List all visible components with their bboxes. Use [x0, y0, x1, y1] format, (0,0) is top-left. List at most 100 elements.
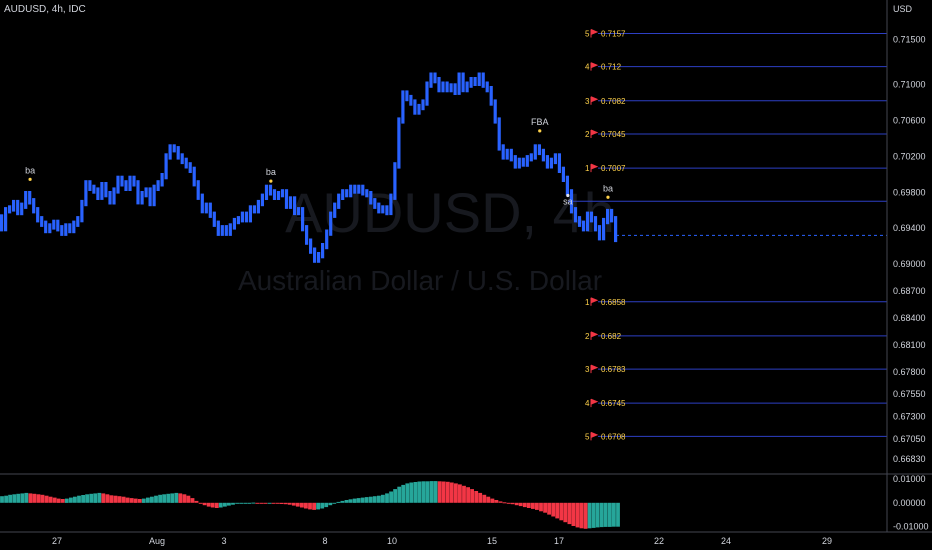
- level-number: 1: [585, 298, 590, 307]
- price-bar: [140, 191, 144, 205]
- histogram-bar: [24, 492, 29, 503]
- histogram-bar: [60, 499, 65, 503]
- level-price-label: 0.6708: [601, 432, 626, 441]
- price-bar: [60, 225, 64, 236]
- price-bar: [252, 205, 256, 214]
- signal-dot: [269, 179, 273, 183]
- histogram-bar: [117, 496, 122, 503]
- histogram-bar: [385, 493, 389, 503]
- histogram-bar: [300, 502, 304, 508]
- price-bar: [112, 187, 116, 205]
- price-bars: [0, 72, 618, 263]
- histogram-bar: [64, 498, 69, 503]
- histogram-bar: [89, 493, 94, 503]
- time-tick-label: 22: [654, 536, 664, 546]
- histogram-bar: [547, 502, 551, 515]
- price-bar: [385, 205, 389, 216]
- price-bar: [20, 202, 24, 216]
- price-bar: [581, 220, 586, 232]
- price-bar: [0, 214, 4, 232]
- price-bar: [240, 211, 244, 223]
- price-bar: [128, 175, 132, 191]
- level-number: 4: [585, 399, 590, 408]
- price-bar: [172, 144, 176, 153]
- level-number: 2: [585, 332, 590, 341]
- histogram-bar: [77, 495, 81, 503]
- histogram-bar: [198, 502, 203, 504]
- histogram-bar: [340, 500, 345, 503]
- oscillator-tick-label: 0.01000: [893, 474, 926, 484]
- time-tick-label: 15: [487, 536, 497, 546]
- price-bar: [325, 229, 329, 250]
- histogram-bar: [506, 502, 511, 504]
- price-bar: [565, 175, 569, 196]
- price-bar: [196, 180, 200, 200]
- histogram-bar: [454, 483, 458, 503]
- histogram-bar: [336, 501, 341, 503]
- histogram-bar: [4, 495, 8, 503]
- price-bar: [365, 189, 369, 198]
- histogram-bar: [494, 500, 499, 503]
- price-bar: [397, 117, 401, 169]
- histogram-bar: [522, 502, 527, 508]
- level-price-label: 0.7082: [601, 97, 626, 106]
- oscillator-axis: 0.01000 0.00000 -0.01000: [893, 474, 929, 531]
- price-bar: [477, 72, 481, 86]
- histogram-bar: [425, 481, 430, 503]
- symbol-title[interactable]: AUDUSD, 4h, IDC: [4, 4, 86, 15]
- histogram-bar: [247, 502, 252, 504]
- histogram-bar: [466, 487, 470, 503]
- level-number: 5: [585, 432, 590, 441]
- histogram-bar: [514, 502, 519, 506]
- histogram-bar: [218, 502, 223, 508]
- price-bar: [537, 144, 541, 156]
- signal-label: ba: [603, 183, 613, 193]
- histogram-bar: [287, 502, 292, 505]
- price-bar: [606, 208, 610, 225]
- time-tick-label: 29: [822, 536, 832, 546]
- histogram-bar: [133, 498, 138, 503]
- histogram-bar: [182, 494, 187, 503]
- price-bar: [493, 99, 497, 124]
- price-bar: [501, 144, 505, 160]
- price-bar: [228, 223, 232, 236]
- price-bar: [156, 180, 160, 191]
- flag-icon: [590, 96, 599, 105]
- histogram-bar: [372, 496, 377, 503]
- symbol-watermark: AUDUSD, 4h Australian Dollar / U.S. Doll…: [238, 181, 615, 296]
- price-bar: [369, 191, 373, 205]
- price-bar: [208, 202, 212, 218]
- signal-dot: [606, 195, 610, 199]
- price-bar: [421, 99, 425, 111]
- price-bar: [333, 202, 337, 218]
- price-bar: [284, 189, 289, 209]
- histogram-bar: [308, 502, 312, 510]
- price-bar: [268, 184, 273, 196]
- histogram-bar: [462, 485, 466, 503]
- histogram-bar: [275, 502, 280, 504]
- price-bar: [557, 153, 561, 173]
- flag-icon: [590, 297, 599, 306]
- price-bar: [602, 217, 606, 241]
- histogram-bar: [518, 502, 523, 507]
- price-bar: [104, 182, 108, 198]
- price-bar: [244, 211, 248, 223]
- price-bar: [593, 216, 598, 232]
- histogram-bar: [190, 498, 195, 503]
- histogram-bar: [389, 491, 393, 503]
- histogram-bar: [105, 494, 110, 503]
- price-bar: [168, 144, 172, 160]
- price-bar: [449, 83, 453, 93]
- flag-icon: [590, 62, 599, 71]
- histogram-bar: [535, 502, 539, 510]
- histogram-bar: [178, 493, 183, 503]
- histogram-bar: [377, 495, 381, 503]
- histogram-bar: [559, 502, 564, 521]
- signal-label: ba: [266, 167, 276, 177]
- price-bar: [321, 243, 325, 259]
- histogram-bar: [28, 493, 33, 503]
- time-tick-label: 27: [52, 536, 62, 546]
- histogram-bar: [279, 502, 284, 504]
- histogram-bar: [579, 502, 584, 529]
